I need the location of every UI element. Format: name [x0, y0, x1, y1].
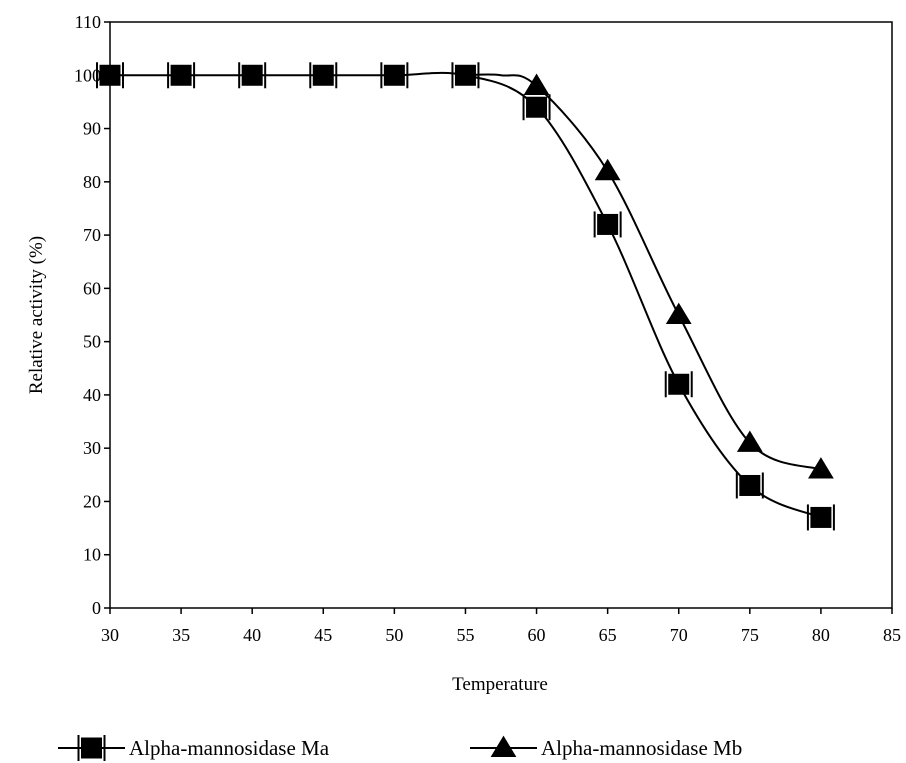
x-tick-label: 40 [243, 625, 261, 645]
x-tick-label: 30 [101, 625, 119, 645]
legend-marker [490, 735, 517, 758]
x-axis-title: Temperature [452, 674, 548, 695]
legend-item-1: Alpha-mannosidase Ma [58, 735, 330, 761]
y-tick-label: 10 [83, 545, 101, 565]
x-tick-label: 35 [172, 625, 190, 645]
marker-square [810, 506, 832, 528]
x-tick-label: 80 [812, 625, 830, 645]
data-point [665, 302, 692, 325]
legend-item-2: Alpha-mannosidase Mb [470, 735, 742, 760]
series-2 [465, 73, 834, 479]
data-point [593, 211, 622, 238]
data-point [309, 62, 338, 89]
legend-marker [77, 735, 106, 761]
marker-square [739, 474, 761, 496]
y-tick-label: 30 [83, 438, 101, 458]
marker-square [383, 64, 405, 86]
x-tick-label: 85 [883, 625, 901, 645]
data-point [594, 158, 621, 181]
data-point [806, 504, 835, 531]
data-point [664, 371, 693, 398]
data-point [380, 62, 409, 89]
legend-label: Alpha-mannosidase Ma [129, 736, 330, 760]
y-tick-label: 50 [83, 332, 101, 352]
y-tick-label: 60 [83, 278, 101, 298]
y-axis-title: Relative activity (%) [26, 236, 47, 394]
data-point [522, 94, 551, 121]
series-1 [96, 62, 835, 531]
series-line [109, 71, 822, 519]
y-tick-label: 0 [92, 598, 101, 618]
legend: Alpha-mannosidase Ma Alpha-mannosidase Mb [58, 735, 742, 761]
y-tick-label: 20 [83, 491, 101, 511]
data-point [735, 472, 764, 499]
marker-square [241, 64, 263, 86]
marker-square [597, 213, 619, 235]
x-tick-label: 75 [741, 625, 759, 645]
legend-label: Alpha-mannosidase Mb [541, 736, 742, 760]
marker-square [312, 64, 334, 86]
x-axis: 30 35 40 45 50 55 60 65 70 75 80 85 [101, 608, 901, 645]
marker-square [668, 373, 690, 395]
series-layer [96, 62, 835, 531]
plot-frame [109, 21, 893, 609]
y-axis: 0 10 20 30 40 50 60 70 80 90 100 110 [74, 12, 110, 618]
y-tick-label: 80 [83, 172, 101, 192]
x-tick-label: 60 [528, 625, 546, 645]
marker-square [526, 96, 548, 118]
plot-area: 0 10 20 30 40 50 60 70 80 90 100 110 30 35 40 45 50 55 60… [74, 12, 901, 645]
data-point [96, 62, 124, 89]
data-point [736, 430, 763, 452]
series-line [465, 73, 822, 471]
y-tick-label: 100 [74, 65, 101, 85]
y-tick-label: 70 [83, 225, 101, 245]
x-tick-label: 50 [385, 625, 403, 645]
marker-square [170, 64, 192, 86]
data-point [238, 62, 267, 89]
data-point [167, 62, 196, 89]
y-tick-label: 90 [83, 119, 101, 139]
y-tick-label: 110 [75, 12, 101, 32]
data-point [523, 73, 550, 95]
marker-square [81, 737, 102, 759]
y-tick-label: 40 [83, 385, 101, 405]
x-tick-label: 45 [314, 625, 332, 645]
data-point [808, 457, 834, 479]
marker-square [99, 64, 121, 86]
x-tick-label: 55 [456, 625, 474, 645]
x-tick-label: 65 [599, 625, 617, 645]
x-tick-label: 70 [670, 625, 688, 645]
